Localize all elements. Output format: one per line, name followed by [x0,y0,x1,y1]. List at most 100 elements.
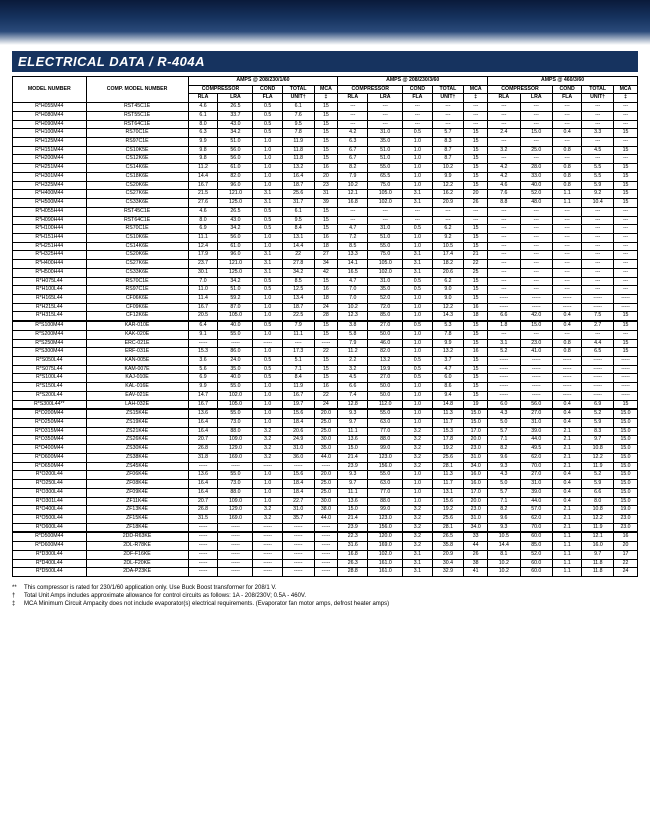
cell: ----- [582,374,614,383]
cell: --- [488,155,520,164]
cell: 17.8 [432,436,464,445]
cell: 16.0 [582,542,614,551]
cell: 5.5 [582,164,614,173]
cell: 24.0 [218,357,253,366]
cell: 20.0 [464,497,488,506]
cell: R*D500L44 [13,568,87,577]
cell: 25.6 [282,190,314,199]
cell: 16.4 [188,419,218,428]
cell: --- [614,155,638,164]
cell: 13.6 [188,471,218,480]
cell: --- [520,330,552,339]
cell: 3.2 [253,427,282,436]
table-row: R*O650M44ZS45K4E------------------------… [13,462,638,471]
cell: 3.2 [403,506,432,515]
cell: 1.0 [403,312,432,321]
table-row: R*D600M442DL-R78KE----------------------… [13,542,638,551]
cell: 1.0 [403,233,432,242]
cell: 75.0 [368,251,403,260]
cell: --- [582,216,614,225]
cell: 8.4 [282,225,314,234]
table-row: R*S075L44KAM-007E5.635.00.57.1153.219.90… [13,365,638,374]
cell: 14.7 [188,391,218,400]
cell: ----- [552,374,581,383]
cell: --- [552,103,581,112]
cell: 3.2 [403,427,432,436]
cell: 22 [314,391,338,400]
cell: 6.5 [582,348,614,357]
cell: 22 [314,348,338,357]
cell: 17.0 [464,488,488,497]
cell: --- [488,225,520,234]
cell: 4.2 [488,172,520,181]
cell: 34.2 [218,129,253,138]
cell: 169.0 [218,453,253,462]
cell: 15 [614,146,638,155]
cell: ----- [253,550,282,559]
cell: ----- [488,383,520,392]
table-row: R*H251M44CS14K6E11.261.01.013.2168.255.0… [13,164,638,173]
hdr-cond: COND [253,85,282,94]
cell: 31.0 [520,480,552,489]
cell: 1.1 [552,568,581,577]
cell: --- [488,286,520,295]
cell: 16.0 [464,471,488,480]
cell: 31.0 [368,277,403,286]
cell: 20 [614,542,638,551]
cell: --- [464,207,488,216]
cell: --- [520,277,552,286]
cell: 0.4 [552,497,581,506]
cell: 88.0 [218,427,253,436]
hdr-cond: COND [403,85,432,94]
cell: 1.0 [403,409,432,418]
cell: 109.0 [218,497,253,506]
cell: 5.2 [582,409,614,418]
cell: ----- [314,339,338,348]
cell: ----- [314,568,338,577]
cell: 6.0 [432,374,464,383]
cell: 0.4 [552,409,581,418]
cell: 35.0 [314,445,338,454]
cell: 5.7 [432,129,464,138]
table-row: R*S300L44**LAH-032E16.7105.01.019.72412.… [13,400,638,409]
cell: 7.6 [282,111,314,120]
cell: R*H055H44 [13,207,87,216]
cell: --- [520,233,552,242]
cell: 102.0 [368,550,403,559]
cell: R*S300L44** [13,400,87,409]
cell: ----- [253,559,282,568]
cell: 34.2 [282,268,314,277]
cell: 15 [464,294,488,303]
cell: 15 [464,129,488,138]
group-1: AMPS @ 208/230/1/60 [188,77,338,86]
cell: 1.0 [253,138,282,147]
cell: 43.0 [218,120,253,129]
cell: 1.0 [253,348,282,357]
cell: 7.0 [188,277,218,286]
cell: R*S050L44 [13,357,87,366]
cell: 1.0 [253,409,282,418]
cell: 50.0 [368,330,403,339]
cell: 15 [464,164,488,173]
cell: 8.2 [338,164,368,173]
cell: ----- [552,294,581,303]
hdr-rla: RLA [188,94,218,103]
cell: 31.5 [188,514,218,523]
cell: 121.0 [218,260,253,269]
cell: CS18K6E [86,172,188,181]
cell: --- [488,277,520,286]
cell: 15.0 [614,436,638,445]
cell: 23 [314,181,338,190]
cell: 27.8 [282,260,314,269]
cell: 3.6 [188,357,218,366]
cell: --- [582,330,614,339]
cell: 5.9 [582,419,614,428]
cell: 15 [314,365,338,374]
cell: 1.0 [253,488,282,497]
cell: --- [552,242,581,251]
cell: --- [552,120,581,129]
cell: 15.0 [614,497,638,506]
table-row: R*S250M44ERC-021E-----------------------… [13,339,638,348]
cell: 3.2 [403,462,432,471]
cell: 1.0 [403,164,432,173]
